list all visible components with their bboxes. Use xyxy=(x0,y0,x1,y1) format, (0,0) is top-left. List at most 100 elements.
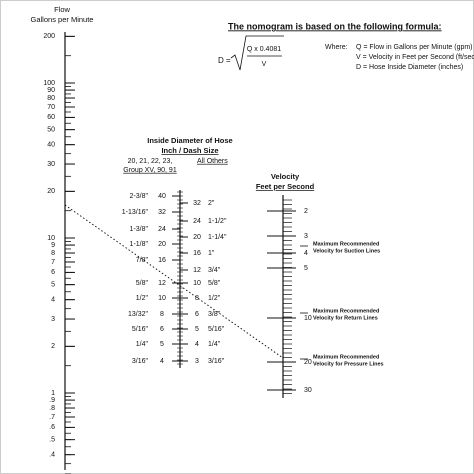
flow-label: .7 xyxy=(49,414,55,421)
flow-label: 70 xyxy=(47,104,55,111)
flow-label: .8 xyxy=(49,405,55,412)
dash-size-right: 24 xyxy=(193,218,201,225)
flow-label: 6 xyxy=(51,269,55,276)
diameter-inch-left: 7/8" xyxy=(136,257,149,264)
limit-note: Maximum Recommended xyxy=(313,354,379,360)
dash-size-right: 3 xyxy=(195,358,199,365)
diameter-inch-right: 3/16" xyxy=(208,358,225,365)
diameter-inch-left: 5/8" xyxy=(136,280,149,287)
dash-size-left: 32 xyxy=(158,209,166,216)
dash-size-left: 40 xyxy=(158,193,166,200)
flow-label: 3 xyxy=(51,316,55,323)
flow-label: 1 xyxy=(51,390,55,397)
flow-title: Gallons per Minute xyxy=(31,15,94,24)
flow-label: .9 xyxy=(49,397,55,404)
velocity-label: 20 xyxy=(304,359,312,366)
diameter-inch-left: 3/16" xyxy=(132,358,149,365)
diameter-inch-left: 1/2" xyxy=(136,295,149,302)
definition: V = Velocity in Feet per Second (ft/sec) xyxy=(356,54,474,61)
radical xyxy=(230,35,284,71)
dash-size-left: 5 xyxy=(160,341,164,348)
limit-note: Velocity for Return Lines xyxy=(313,315,378,321)
dash-size-left: 10 xyxy=(158,295,166,302)
group-heading: 20, 21, 22, 23, xyxy=(128,158,173,165)
diameter-title: Inside Diameter of Hose xyxy=(147,136,232,145)
flow-label: 50 xyxy=(47,127,55,134)
limit-note: Maximum Recommended xyxy=(313,308,379,314)
flow-label: .6 xyxy=(49,424,55,431)
group-heading: Group XV, 90, 91 xyxy=(123,167,177,174)
velocity-title: Velocity xyxy=(271,172,300,181)
flow-label: 8 xyxy=(51,250,55,257)
diameter-inch-right: 3/4" xyxy=(208,267,221,274)
velocity-label: 10 xyxy=(304,315,312,322)
dash-size-right: 32 xyxy=(193,200,201,207)
diameter-inch-left: 1-1/8" xyxy=(130,241,149,248)
flow-label: 20 xyxy=(47,188,55,195)
flow-label: 60 xyxy=(47,114,55,121)
dash-size-left: 6 xyxy=(160,326,164,333)
definition: D = Hose Inside Diameter (inches) xyxy=(356,64,463,71)
diameter-inch-right: 1-1/4" xyxy=(208,234,227,241)
diameter-inch-right: 1/4" xyxy=(208,341,221,348)
velocity-label: 30 xyxy=(304,387,312,394)
formula-denominator: V xyxy=(262,61,267,68)
flow-label: 7 xyxy=(51,259,55,266)
flow-label: 5 xyxy=(51,282,55,289)
dash-size-right: 4 xyxy=(195,341,199,348)
dash-size-left: 4 xyxy=(160,358,164,365)
flow-label: 200 xyxy=(43,33,55,40)
flow-label: 4 xyxy=(51,297,55,304)
diameter-inch-right: 5/16" xyxy=(208,326,225,333)
diameter-inch-right: 1" xyxy=(208,250,215,257)
definition: Q = Flow in Gallons per Minute (gpm) xyxy=(356,44,473,51)
diameter-subtitle: Inch / Dash Size xyxy=(161,146,218,155)
dash-size-left: 12 xyxy=(158,280,166,287)
flow-label: 90 xyxy=(47,87,55,94)
flow-label: .4 xyxy=(49,452,55,459)
diameter-inch-left: 2-3/8" xyxy=(130,193,149,200)
diameter-inch-left: 1-3/8" xyxy=(130,226,149,233)
flow-title: Flow xyxy=(54,5,70,14)
dash-size-right: 20 xyxy=(193,234,201,241)
flow-label: 40 xyxy=(47,142,55,149)
limit-note: Velocity for Pressure Lines xyxy=(313,361,384,367)
dash-size-left: 8 xyxy=(160,311,164,318)
limit-note: Maximum Recommended xyxy=(313,241,379,247)
diameter-inch-left: 5/16" xyxy=(132,326,149,333)
diameter-inch-left: 13/32" xyxy=(128,311,149,318)
diameter-inch-left: 1/4" xyxy=(136,341,149,348)
diameter-inch-right: 1-1/2" xyxy=(208,218,227,225)
dash-size-left: 24 xyxy=(158,226,166,233)
dash-size-right: 16 xyxy=(193,250,201,257)
diameter-inch-right: 1/2" xyxy=(208,295,221,302)
dash-size-right: 8 xyxy=(195,295,199,302)
dash-size-left: 20 xyxy=(158,241,166,248)
velocity-label: 5 xyxy=(304,265,308,272)
formula-heading: The nomogram is based on the following f… xyxy=(228,21,442,31)
dash-size-right: 6 xyxy=(195,311,199,318)
formula-lhs: D = xyxy=(218,56,231,65)
velocity-label: 4 xyxy=(304,250,308,257)
dash-size-right: 10 xyxy=(193,280,201,287)
flow-label: .5 xyxy=(49,437,55,444)
flow-label: 30 xyxy=(47,161,55,168)
dash-size-right: 12 xyxy=(193,267,201,274)
diameter-inch-right: 5/8" xyxy=(208,280,221,287)
dash-size-left: 16 xyxy=(158,257,166,264)
diameter-inch-right: 3/8" xyxy=(208,311,221,318)
where-label: Where: xyxy=(325,44,348,51)
flow-label: 2 xyxy=(51,343,55,350)
dash-size-right: 5 xyxy=(195,326,199,333)
diameter-inch-left: 1-13/16" xyxy=(122,209,149,216)
flow-label: 80 xyxy=(47,95,55,102)
flow-label: 100 xyxy=(43,80,55,87)
others-heading: All Others xyxy=(197,158,228,165)
formula-numerator: Q x 0.4081 xyxy=(247,46,281,53)
flow-label: 10 xyxy=(47,235,55,242)
limit-note: Velocity for Suction Lines xyxy=(313,248,380,254)
velocity-label: 3 xyxy=(304,233,308,240)
